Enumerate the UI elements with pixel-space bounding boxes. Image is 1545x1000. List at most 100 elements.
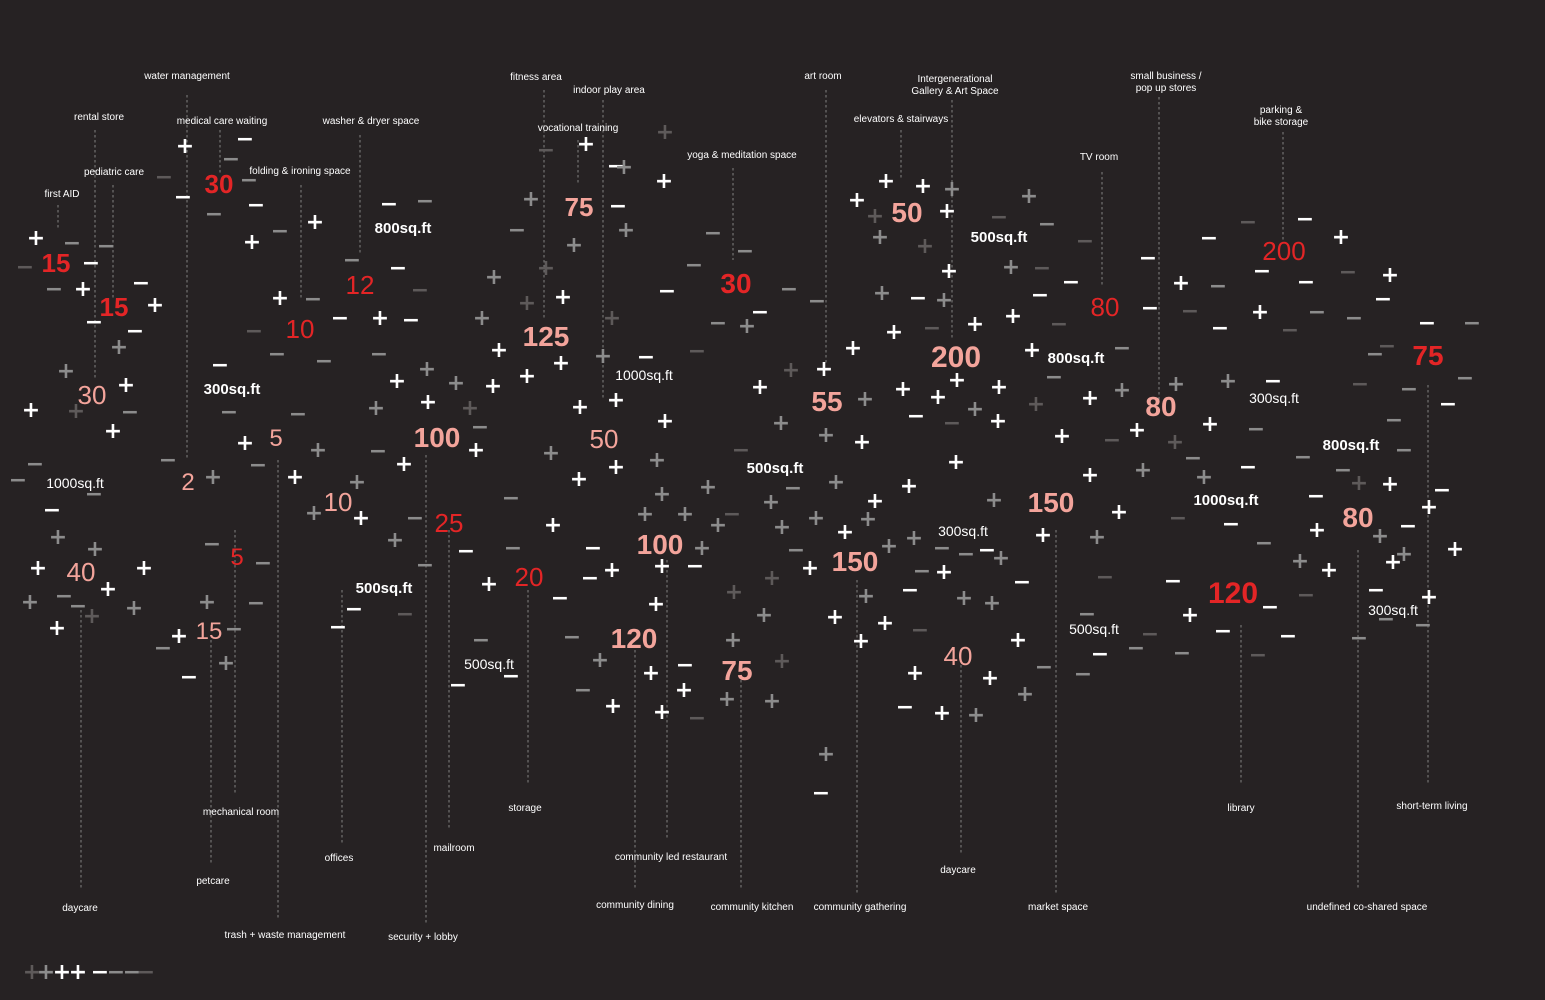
- plus-icon: +: [447, 371, 465, 396]
- minus-icon: −: [1367, 578, 1385, 603]
- plus-icon: +: [554, 285, 572, 310]
- space-label: folding & ironing space: [249, 166, 351, 177]
- space-label: offices: [325, 853, 354, 864]
- plus-icon: +: [27, 226, 45, 251]
- minus-icon: −: [1141, 296, 1159, 321]
- plus-icon: +: [570, 467, 588, 492]
- minus-icon: −: [1091, 642, 1109, 667]
- area-label: 300sq.ft: [204, 381, 261, 398]
- minus-icon: −: [1031, 283, 1049, 308]
- plus-icon: +: [1053, 424, 1071, 449]
- plus-icon: +: [522, 187, 540, 212]
- minus-icon: −: [254, 551, 272, 576]
- space-label: yoga & meditation space: [687, 150, 797, 161]
- occupancy-number: 150: [832, 546, 879, 577]
- plus-icon: +: [518, 291, 536, 316]
- occupancy-number: 200: [1262, 236, 1305, 266]
- occupancy-number: 25: [435, 508, 464, 538]
- minus-icon: −: [222, 147, 240, 172]
- area-label: 500sq.ft: [1069, 621, 1119, 637]
- plus-icon: +: [286, 465, 304, 490]
- space-label: trash + waste management: [225, 930, 346, 941]
- plus-icon: +: [461, 396, 479, 421]
- minus-icon: −: [155, 165, 173, 190]
- occupancy-number: 12: [346, 270, 375, 300]
- plus-icon: +: [873, 281, 891, 306]
- occupancy-number: 30: [720, 268, 751, 299]
- plus-icon: +: [490, 338, 508, 363]
- plus-icon: +: [773, 515, 791, 540]
- minus-icon: −: [343, 248, 361, 273]
- space-label: TV room: [1080, 152, 1118, 163]
- minus-icon: −: [315, 349, 333, 374]
- plus-icon: +: [866, 489, 884, 514]
- space-label: storage: [508, 803, 542, 814]
- plus-icon: +: [876, 611, 894, 636]
- plus-icon: +: [938, 199, 956, 224]
- plus-icon: +: [1027, 392, 1045, 417]
- minus-icon: −: [85, 482, 103, 507]
- plus-icon: +: [117, 373, 135, 398]
- minus-icon: −: [240, 168, 258, 193]
- plus-icon: +: [1350, 471, 1368, 496]
- plus-icon: +: [236, 431, 254, 456]
- minus-icon: −: [1139, 246, 1157, 271]
- minus-icon: −: [1400, 377, 1418, 402]
- minus-icon: −: [508, 218, 526, 243]
- plus-icon: +: [966, 397, 984, 422]
- plus-icon: +: [49, 525, 67, 550]
- minus-icon: −: [990, 205, 1008, 230]
- plus-icon: +: [1172, 271, 1190, 296]
- plus-icon: +: [135, 556, 153, 581]
- plus-icon: +: [204, 465, 222, 490]
- plus-icon: +: [1332, 225, 1350, 250]
- space-label: community dining: [596, 900, 674, 911]
- minus-icon: −: [159, 448, 177, 473]
- minus-icon: −: [1264, 369, 1282, 394]
- plus-icon: +: [83, 604, 101, 629]
- plus-icon: +: [484, 374, 502, 399]
- plus-icon: +: [591, 648, 609, 673]
- plus-icon: +: [104, 419, 122, 444]
- occupancy-number: 5: [269, 425, 282, 452]
- plus-icon: +: [1446, 537, 1464, 562]
- minus-icon: −: [751, 300, 769, 325]
- minus-icon: −: [1463, 311, 1481, 336]
- minus-icon: −: [563, 625, 581, 650]
- plus-icon: +: [395, 452, 413, 477]
- plus-icon: +: [1167, 372, 1185, 397]
- minus-icon: −: [174, 185, 192, 210]
- plus-minus-symbols: + −− −−+−− −−++++−+++−−−−+ ++ +++ −+− +++−−−−−−…: [9, 120, 1481, 806]
- plus-icon: +: [966, 312, 984, 337]
- plus-icon: +: [1016, 682, 1034, 707]
- plus-icon: +: [985, 488, 1003, 513]
- plus-icon: +: [1081, 463, 1099, 488]
- minus-icon: −: [389, 256, 407, 281]
- plus-icon: +: [914, 174, 932, 199]
- minus-icon: −: [1239, 455, 1257, 480]
- minus-icon: −: [1378, 334, 1396, 359]
- minus-icon: −: [1211, 316, 1229, 341]
- minus-icon: −: [1297, 583, 1315, 608]
- plus-icon: +: [306, 210, 324, 235]
- minus-icon: −: [236, 127, 254, 152]
- minus-icon: −: [732, 438, 750, 463]
- plus-icon: +: [916, 234, 934, 259]
- minus-icon: −: [203, 532, 221, 557]
- plus-icon: +: [1002, 255, 1020, 280]
- plus-icon: +: [21, 590, 39, 615]
- plus-icon: +: [782, 358, 800, 383]
- occupancy-number: 55: [811, 386, 842, 417]
- plus-icon: +: [929, 385, 947, 410]
- minus-icon: −: [1255, 531, 1273, 556]
- plus-icon: +: [653, 554, 671, 579]
- minus-icon: −: [609, 194, 627, 219]
- plus-icon: +: [905, 526, 923, 551]
- minus-icon: −: [1350, 626, 1368, 651]
- minus-icon: −: [304, 287, 322, 312]
- plus-icon: +: [948, 368, 966, 393]
- minus-icon: −: [1399, 514, 1417, 539]
- space-label: indoor play area: [573, 85, 645, 96]
- minus-icon: −: [1279, 624, 1297, 649]
- space-label: library: [1227, 803, 1254, 814]
